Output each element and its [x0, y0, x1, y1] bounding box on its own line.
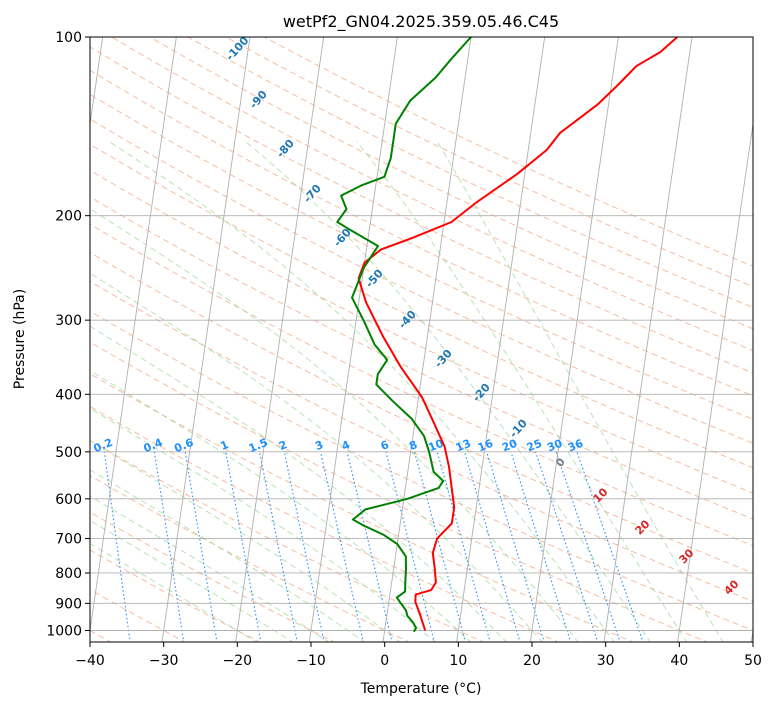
x-tick-label: −30	[149, 653, 179, 669]
mixing-ratio-line	[535, 451, 599, 642]
x-tick-label: 50	[744, 653, 762, 669]
mixing-ratio-label: 3	[313, 438, 325, 453]
y-tick-label: 600	[55, 492, 82, 508]
mixing-ratio-line	[576, 451, 644, 642]
mixing-ratio-label: 1	[219, 438, 231, 453]
mixing-ratio-line	[436, 451, 491, 642]
mixing-ratio-label: 16	[476, 437, 495, 455]
dry-adiabat-line	[90, 143, 753, 469]
x-tick-label: 40	[670, 653, 688, 669]
mixing-ratio-line	[385, 451, 435, 642]
y-tick-label: 300	[55, 313, 82, 329]
y-axis-ticks: 1000 900 800 700 600 500 400 300 200 100	[46, 30, 90, 640]
isotherm-line	[382, 37, 472, 642]
mixing-ratio-line	[184, 451, 218, 642]
mixing-ratio-line	[464, 451, 521, 642]
x-axis-label: Temperature (°C)	[360, 681, 482, 697]
x-tick-label: 30	[597, 653, 615, 669]
x-axis-ticks: −40 −30 −20 −10 0 10 20 30 40 50	[75, 642, 762, 669]
dry-adiabat-line	[187, 37, 753, 308]
temperature-profile-line	[357, 37, 678, 631]
dry-adiabat-line	[149, 37, 753, 330]
mixing-ratio-label: 13	[454, 437, 473, 455]
isotherm-line	[161, 37, 251, 642]
y-tick-label: 700	[55, 532, 82, 548]
isotherm-line	[677, 121, 753, 642]
mixing-ratio-line	[346, 451, 393, 642]
dry-adiabat-line	[90, 341, 709, 642]
x-tick-label: 10	[449, 653, 467, 669]
isotherm-line	[603, 37, 693, 642]
mixing-ratio-label: 30	[545, 437, 564, 455]
dry-adiabat-line	[90, 406, 560, 642]
isobar-gridlines	[90, 37, 753, 631]
dry-adiabats	[90, 37, 753, 642]
isotherm-line	[90, 37, 177, 634]
isotherm-line	[235, 37, 325, 642]
dewpoint-profile-line	[336, 37, 472, 633]
x-tick-label: 20	[523, 653, 541, 669]
y-tick-label: 100	[55, 30, 82, 46]
mixing-ratio-line	[103, 451, 131, 642]
mixing-ratio-label: 8	[407, 438, 419, 453]
y-tick-label: 400	[55, 387, 82, 403]
dry-adiabat-line	[90, 169, 753, 494]
plot-frame	[89, 36, 754, 643]
mixing-ratio-line	[225, 451, 262, 642]
dry-adiabat-line	[90, 511, 336, 642]
mixing-ratio-line	[153, 451, 185, 642]
mixing-ratio-line	[283, 451, 325, 642]
dry-adiabat-line	[90, 373, 634, 642]
sounding-series	[336, 37, 678, 633]
mixing-ratio-label: 25	[525, 437, 544, 455]
y-tick-label: 900	[55, 596, 82, 612]
mixing-ratio-label: 36	[566, 437, 585, 455]
chart-title: wetPf2_GN04.2025.359.05.46.C45	[283, 12, 559, 32]
mixing-ratio-line	[510, 451, 572, 642]
isotherm-line	[308, 37, 398, 642]
mixing-ratio-label: 20	[500, 437, 519, 455]
x-tick-label: −20	[223, 653, 253, 669]
mixing-ratio-label: 2	[277, 438, 289, 453]
dry-adiabat-line	[90, 310, 753, 632]
y-tick-label: 500	[55, 445, 82, 461]
mixing-ratio-line	[259, 451, 298, 642]
dry-adiabat-line	[90, 549, 261, 642]
y-tick-label: 1000	[46, 624, 82, 640]
y-tick-label: 800	[55, 566, 82, 582]
mixing-ratio-line	[555, 451, 621, 642]
y-tick-label: 200	[55, 209, 82, 225]
dry-adiabat-line	[90, 69, 753, 397]
dry-adiabat-line	[90, 46, 753, 374]
dry-adiabat-line	[90, 223, 753, 547]
mixing-ratio-line	[414, 451, 466, 642]
x-tick-label: −40	[75, 653, 105, 669]
isotherm-gridlines	[90, 37, 753, 642]
y-axis-label: Pressure (hPa)	[12, 289, 28, 389]
mixing-ratio-line	[319, 451, 364, 642]
isotherm-line	[456, 37, 546, 642]
isotherm-line	[529, 37, 619, 642]
x-tick-label: −10	[296, 653, 326, 669]
mixing-ratio-label: 10	[426, 437, 445, 455]
x-tick-label: 0	[380, 653, 389, 669]
dry-adiabat-line	[90, 196, 753, 520]
